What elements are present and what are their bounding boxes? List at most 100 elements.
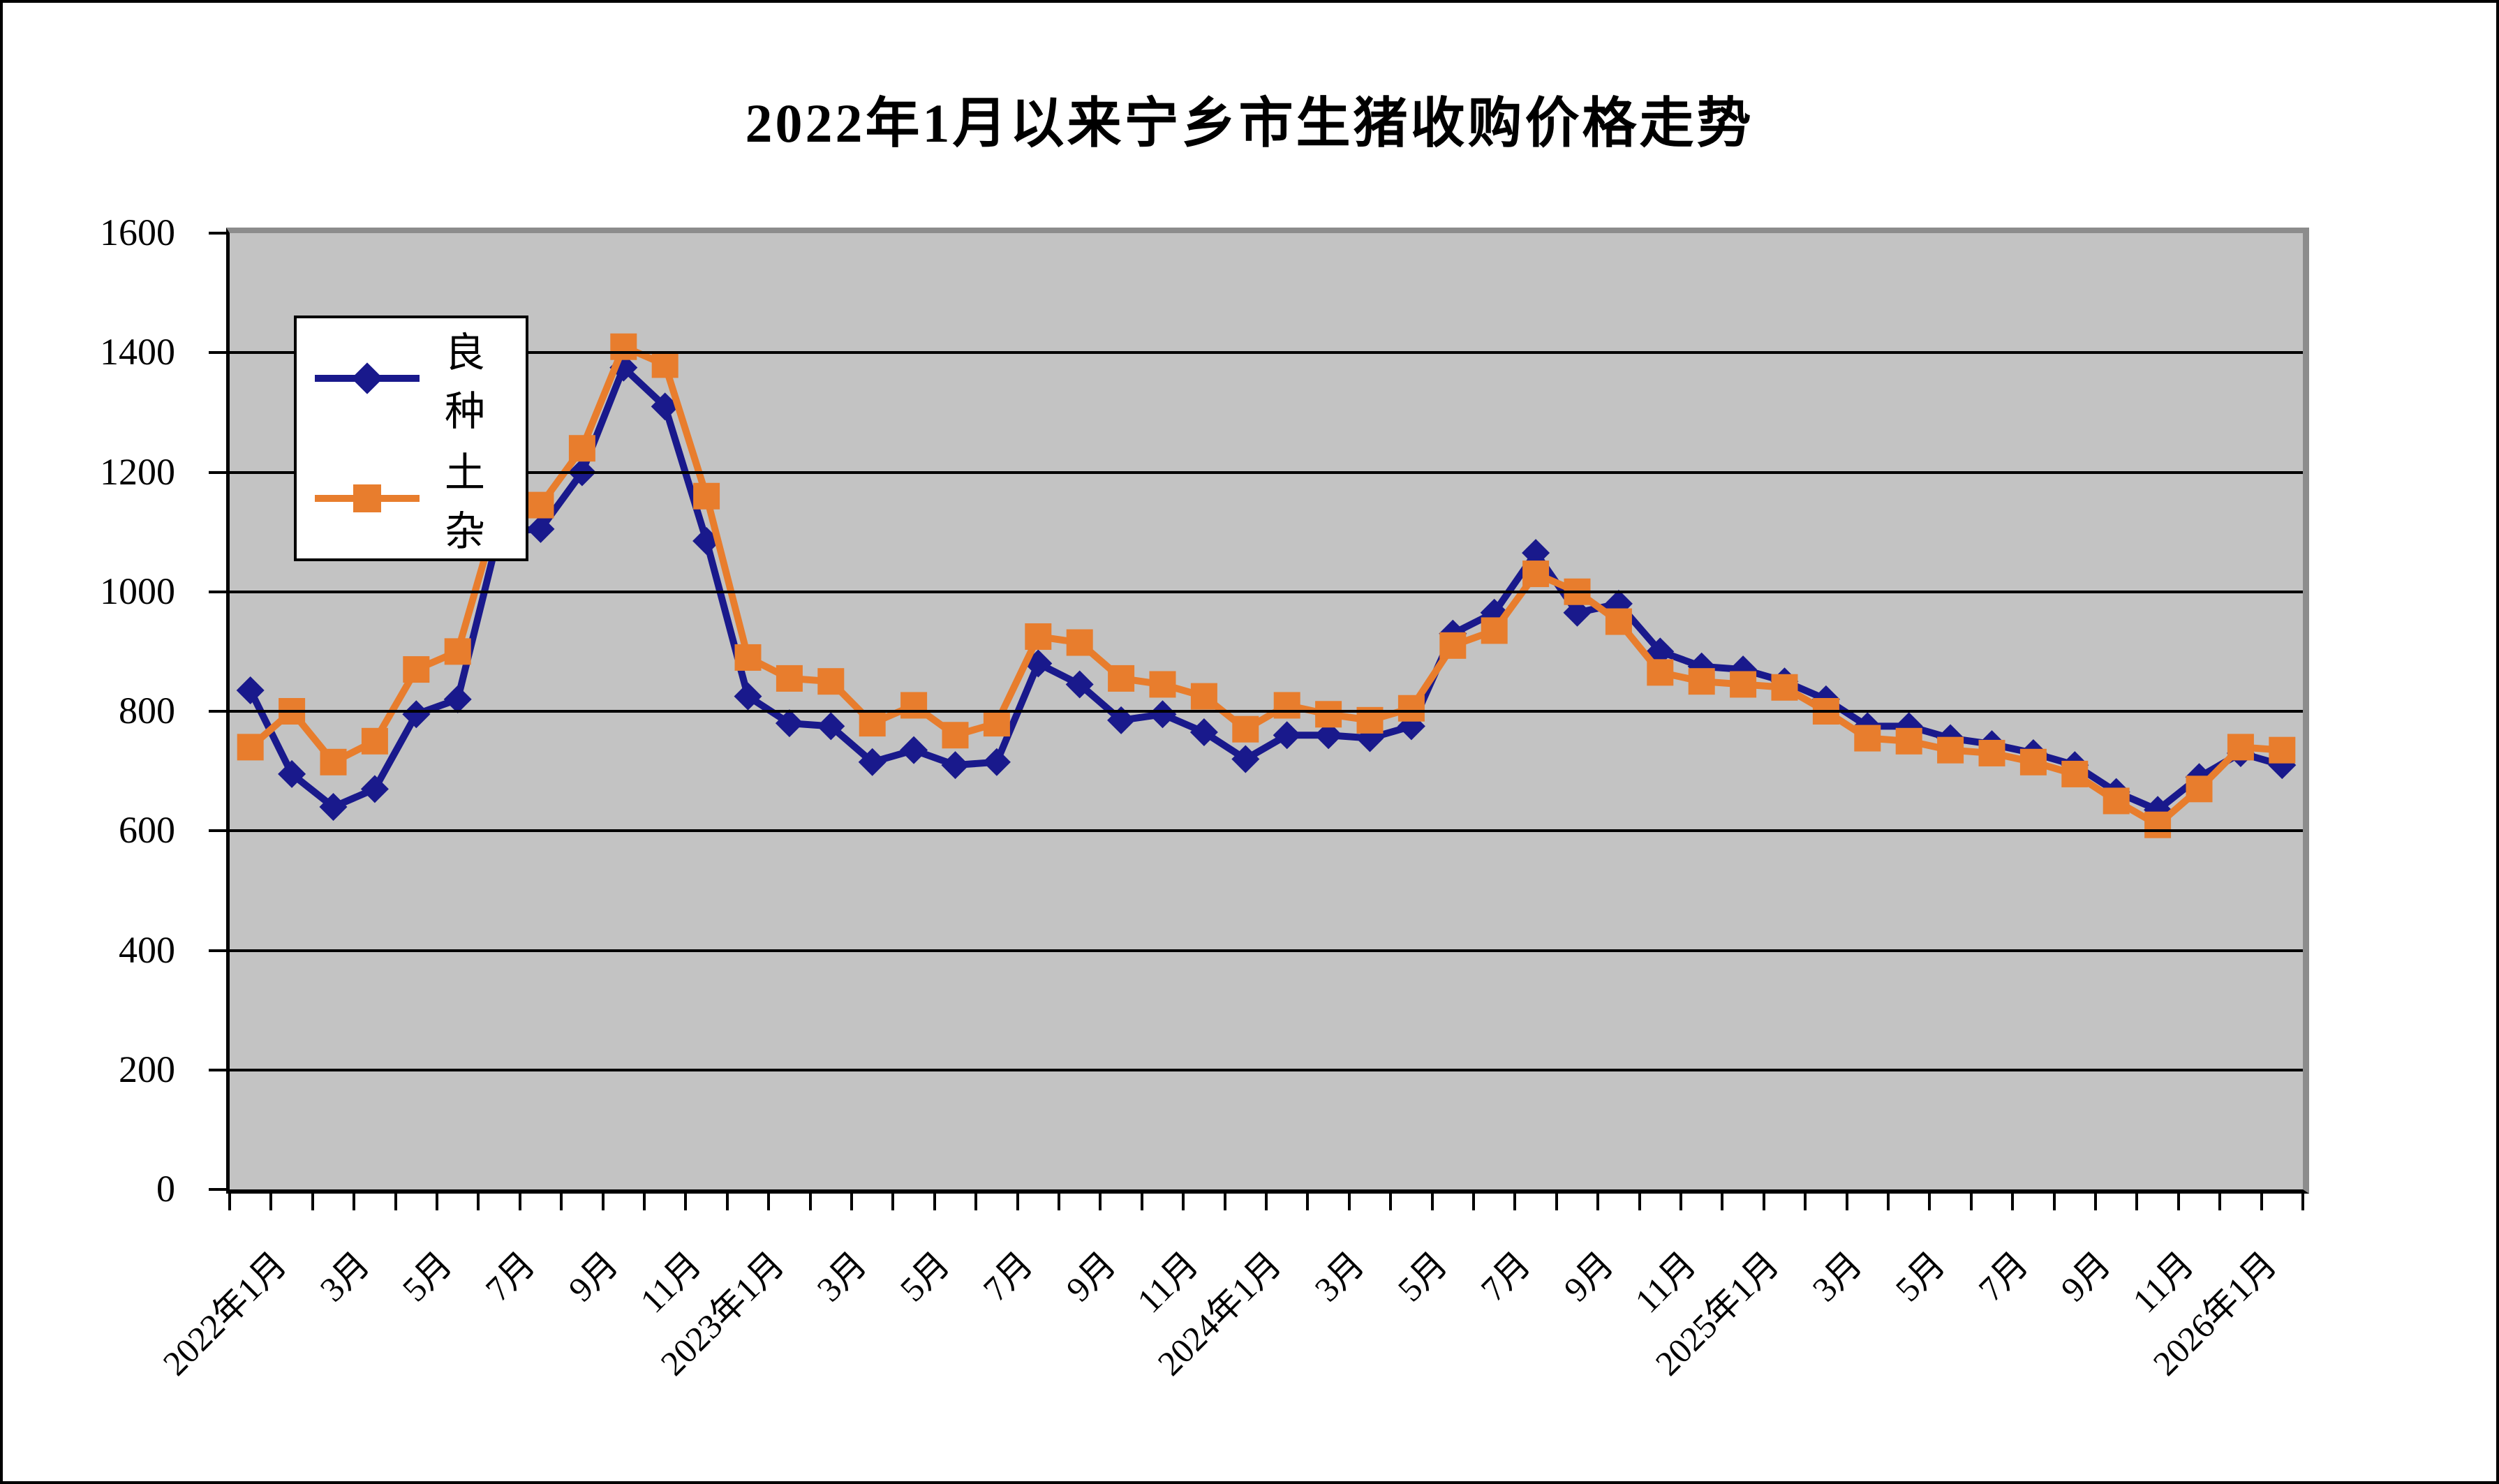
data-point-marker [1314,721,1343,750]
data-point-marker [1148,700,1177,729]
x-axis-tick [560,1194,563,1210]
data-point-marker [1025,623,1052,650]
y-axis-label: 1000 [100,570,175,612]
diamond-marker-icon [351,362,383,394]
data-point-marker [775,709,803,738]
data-point-marker [2103,787,2130,815]
data-point-marker [2144,811,2172,838]
x-axis-tick [1513,1194,1517,1210]
data-point-marker [1522,539,1550,567]
x-axis-tick [767,1194,771,1210]
y-axis-tick [209,829,226,833]
data-point-marker [651,351,678,378]
y-axis-label: 1600 [100,211,175,253]
y-axis-label: 1200 [100,450,175,493]
data-point-marker [2186,776,2213,803]
x-axis-tick [1306,1194,1310,1210]
data-point-marker [1189,718,1218,746]
data-point-marker [1978,739,2005,766]
gridline [230,949,2303,952]
data-point-marker [1730,671,1757,698]
legend: 良种 土杂 [294,316,528,561]
data-point-marker [443,685,472,713]
x-axis-tick [2094,1194,2097,1210]
y-axis-tick [209,949,226,952]
y-axis-label: 200 [119,1048,175,1090]
legend-line-sample [315,484,420,512]
legend-item-tuza: 土杂 [297,440,526,557]
data-point-marker [1149,671,1176,698]
x-axis-tick [643,1194,646,1210]
data-point-marker [1605,608,1632,635]
x-axis-tick [1389,1194,1393,1210]
x-axis-tick [1762,1194,1765,1210]
x-axis-tick [933,1194,936,1210]
x-axis-tick [1099,1194,1102,1210]
x-axis-tick [1721,1194,1724,1210]
x-axis-tick [1223,1194,1226,1210]
data-point-marker [2061,760,2089,787]
data-point-marker [941,751,970,780]
gridline [230,590,2303,593]
data-point-marker [319,793,348,821]
x-axis-tick [684,1194,688,1210]
series-layer [236,333,2297,838]
legend-item-liangzhong: 良种 [297,320,526,437]
data-point-marker [693,482,720,510]
data-point-marker [360,775,389,803]
x-axis-tick [269,1194,273,1210]
y-axis-tick [209,1068,226,1071]
data-point-marker [444,638,471,665]
x-axis-tick [518,1194,521,1210]
data-point-marker [734,644,762,671]
data-point-marker [1771,674,1798,701]
data-point-marker [900,692,928,719]
data-point-marker [1397,695,1425,722]
x-axis-tick [974,1194,978,1210]
x-axis-tick [477,1194,480,1210]
data-point-marker [776,665,803,692]
x-axis-tick [1638,1194,1641,1210]
plot-area: 良种 土杂 [209,228,2309,1210]
data-point-marker [1190,683,1217,710]
gridline [230,470,2303,474]
data-point-marker [1854,725,1881,752]
data-point-marker [1481,617,1508,644]
gridline [230,351,2303,355]
data-point-marker [1065,670,1094,699]
data-point-marker [1688,668,1715,695]
x-axis-labels: 2022年1月 3月 5月 7月 9月 11月 2023年1月 3月 5月 7月 9月 11月 2024… [155,1244,2284,1383]
x-axis-tick [2301,1194,2304,1210]
series-line-tuza [248,343,2283,829]
data-point-marker [320,748,347,776]
data-point-marker [983,710,1010,737]
x-axis-tick [1804,1194,1807,1210]
x-axis-tick [725,1194,729,1210]
data-point-marker [568,435,595,462]
data-point-marker [1315,701,1342,728]
data-point-marker [817,712,845,741]
x-axis-tick [1969,1194,1973,1210]
y-axis-tick [209,232,226,235]
x-axis-tick [436,1194,438,1210]
x-axis-tick [2135,1194,2139,1210]
series-line-liangzhong [247,364,2283,814]
data-point-marker [278,759,306,788]
data-point-marker [1107,706,1136,734]
data-point-marker [610,333,637,360]
gridline [230,1068,2303,1071]
data-point-marker [1647,659,1674,686]
data-point-marker [1108,665,1135,692]
square-marker-icon [353,484,381,512]
data-point-marker [817,668,845,695]
x-axis-tick [1887,1194,1890,1210]
y-axis-tick [209,1188,226,1191]
x-axis-tick [394,1194,397,1210]
x-axis-tick [1472,1194,1475,1210]
x-axis-tick [228,1194,231,1210]
x-axis-tick [1928,1194,1931,1210]
y-axis-label: 1400 [100,331,175,373]
x-axis-tick [850,1194,853,1210]
data-point-marker [402,700,431,729]
